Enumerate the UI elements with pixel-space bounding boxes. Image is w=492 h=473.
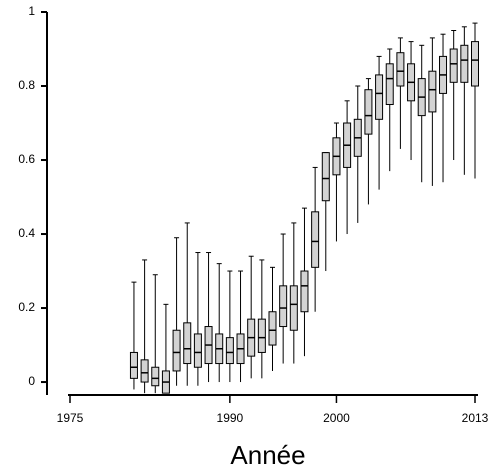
box	[385, 63, 394, 106]
box	[289, 285, 298, 331]
box	[129, 351, 138, 379]
box	[225, 337, 234, 365]
y-tick-label: 0	[28, 374, 35, 388]
box	[364, 89, 373, 135]
y-tick-label: 0.6	[18, 152, 35, 166]
box	[140, 359, 149, 383]
x-tick-label: 1990	[217, 411, 244, 425]
y-tick-label: 1	[28, 4, 35, 18]
box	[172, 329, 181, 372]
box	[151, 366, 160, 387]
box	[396, 52, 405, 87]
box	[279, 285, 288, 328]
box	[268, 311, 277, 346]
x-axis-label: Année	[230, 440, 305, 470]
box	[375, 74, 384, 120]
x-tick-label: 2013	[462, 411, 489, 425]
y-tick-label: 0.8	[18, 78, 35, 92]
box	[311, 211, 320, 268]
box	[460, 44, 469, 83]
box	[193, 333, 202, 368]
y-tick-label: 0.2	[18, 300, 35, 314]
box	[183, 322, 192, 365]
y-tick-label: 0.4	[18, 226, 35, 240]
box	[321, 152, 330, 202]
box	[471, 41, 479, 87]
x-tick-label: 2000	[323, 411, 350, 425]
box	[300, 270, 309, 313]
box	[428, 70, 437, 113]
box	[257, 318, 266, 353]
box	[449, 48, 458, 83]
x-tick-label: 1975	[57, 411, 84, 425]
